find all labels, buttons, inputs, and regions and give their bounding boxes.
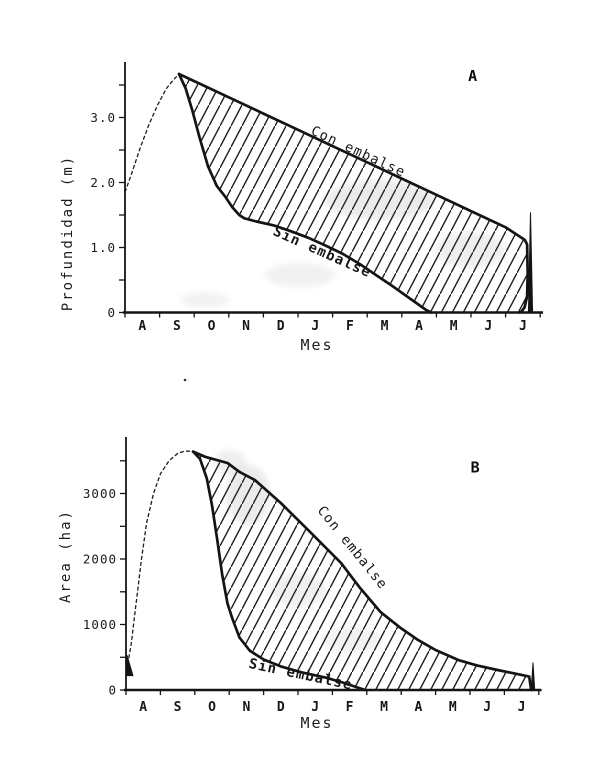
con-embalse-curve — [177, 72, 530, 314]
scan-noise — [265, 263, 335, 287]
x-tick-label: A — [414, 700, 422, 715]
x-tick-label: J — [483, 700, 491, 715]
scan-noise — [214, 450, 246, 474]
scan-noise — [435, 232, 505, 268]
y-tick-label: 1.0 — [90, 240, 116, 255]
hatched-area — [193, 451, 532, 690]
sin-embalse-curve — [177, 72, 433, 314]
x-axis-label: Mes — [300, 714, 333, 732]
start-mark — [126, 655, 134, 677]
x-axis-label: Mes — [300, 336, 333, 354]
x-tick-label: O — [208, 319, 216, 334]
x-tick-label: A — [139, 700, 147, 715]
crecida-curve — [126, 450, 194, 671]
y-tick-label: 1000 — [83, 617, 117, 632]
x-tick-label: J — [519, 319, 527, 334]
y-tick-label: 0 — [108, 683, 117, 698]
scan-noise — [180, 292, 230, 308]
scan-noise — [226, 465, 270, 525]
crecida-curve — [124, 73, 180, 193]
x-tick-label: J — [484, 319, 492, 334]
x-tick-label: J — [518, 700, 526, 715]
x-tick-label: J — [311, 319, 319, 334]
scan-noise — [322, 626, 382, 654]
x-tick-label: F — [346, 319, 354, 334]
x-tick-label: M — [449, 700, 457, 715]
y-tick-label: 3000 — [83, 486, 117, 501]
x-tick-label: A — [138, 319, 146, 334]
end-spike — [527, 212, 534, 313]
x-tick-label: F — [346, 700, 354, 715]
x-tick-label: S — [173, 319, 181, 334]
scan-speck — [183, 378, 187, 382]
panel-letter-b: B — [471, 459, 480, 477]
y-tick-label: 0 — [107, 305, 116, 320]
x-tick-label: J — [311, 700, 319, 715]
y-axis-label: Area (ha) — [58, 509, 74, 603]
con-embalse-curve — [191, 450, 533, 692]
y-tick-label: 2.0 — [90, 175, 116, 190]
sin-embalse-curve — [191, 450, 367, 692]
x-tick-label: O — [208, 700, 216, 715]
x-tick-label: M — [381, 319, 389, 334]
x-tick-label: A — [415, 319, 423, 334]
x-tick-label: N — [242, 319, 250, 334]
x-tick-label: M — [450, 319, 458, 334]
end-spike — [530, 662, 536, 691]
scan-noise — [270, 572, 326, 608]
y-tick-label: 3.0 — [90, 110, 116, 125]
x-tick-label: S — [174, 700, 182, 715]
scan-noise — [325, 180, 435, 220]
panel-letter-a: A — [468, 67, 477, 85]
y-axis-label: Profundidad (m) — [60, 155, 76, 311]
x-tick-label: D — [277, 700, 285, 715]
x-tick-label: D — [277, 319, 285, 334]
x-tick-label: N — [242, 700, 250, 715]
y-tick-label: 2000 — [83, 552, 117, 567]
x-tick-label: M — [380, 700, 388, 715]
